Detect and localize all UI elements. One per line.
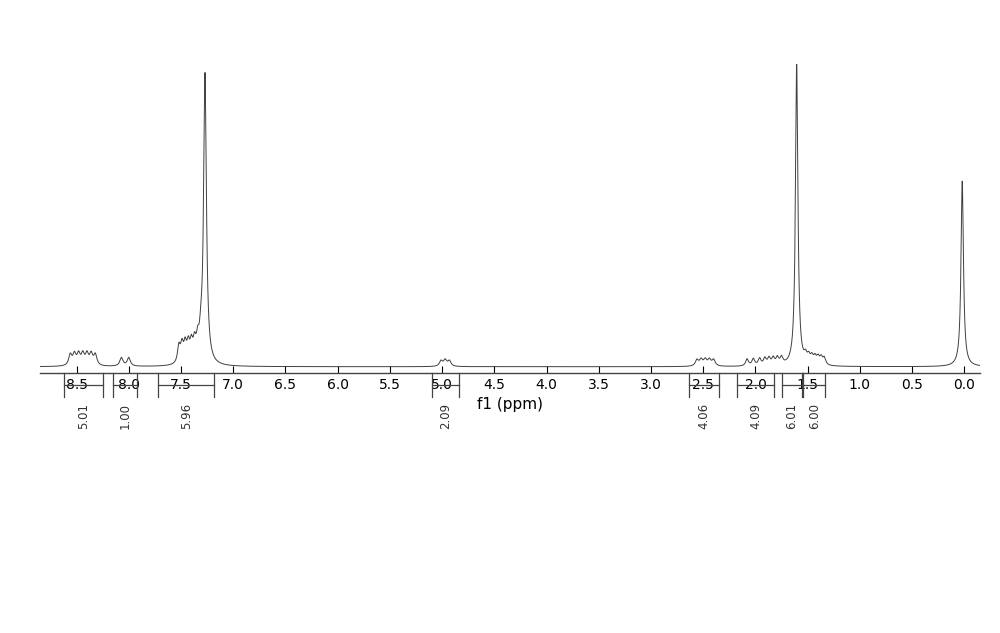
Text: 2.09: 2.09 (439, 403, 452, 429)
Text: 1.00: 1.00 (119, 403, 132, 429)
X-axis label: f1 (ppm): f1 (ppm) (477, 396, 543, 411)
Text: 6.01: 6.01 (786, 403, 798, 429)
Text: 5.01: 5.01 (77, 403, 90, 429)
Text: 4.09: 4.09 (749, 403, 762, 429)
Text: 6.00: 6.00 (808, 403, 821, 429)
Text: 5.96: 5.96 (180, 403, 193, 429)
Text: 4.06: 4.06 (697, 403, 710, 429)
